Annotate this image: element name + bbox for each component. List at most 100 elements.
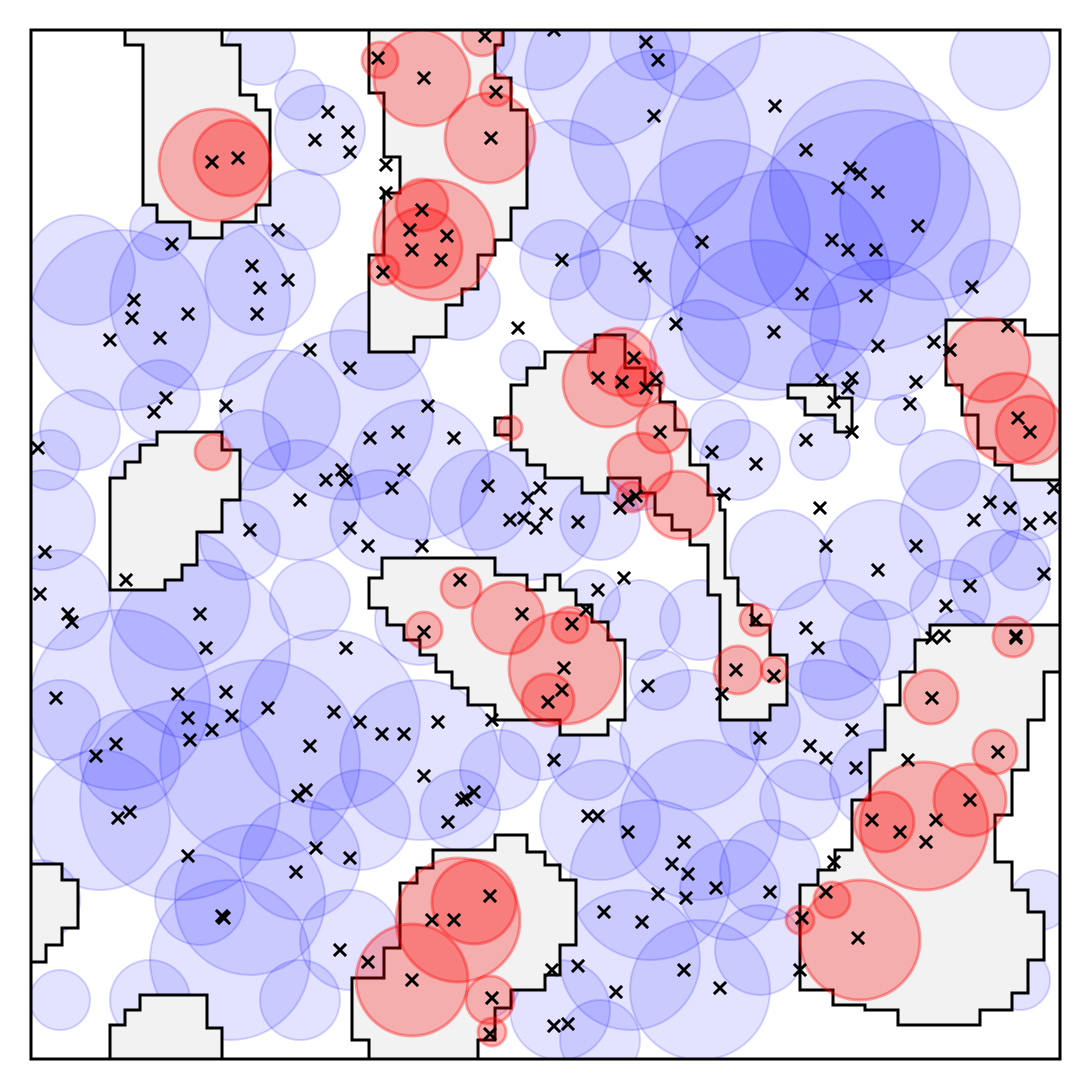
sample-marker [520,490,536,506]
sample-marker [864,812,880,828]
sample-marker [842,160,858,176]
sample-marker [826,854,842,870]
sample-marker [870,184,886,200]
sample-marker [298,782,314,798]
sample-marker [564,616,580,632]
sample-marker [374,726,390,742]
obstacle-circle [759,655,789,685]
sample-marker [664,856,680,872]
sample-marker [614,374,630,390]
obstacle-circle [644,469,716,541]
sample-marker [712,980,728,996]
free-circle [239,629,421,811]
obstacle-circle [470,580,546,656]
sample-marker [966,512,982,528]
sample-marker [318,472,334,488]
free-circle [559,999,641,1059]
sample-marker [516,510,532,526]
sample-marker [818,750,834,766]
free-circle [639,30,761,101]
sample-marker [668,316,684,332]
sample-marker [502,512,518,528]
free-circle [259,169,341,251]
sample-marker [767,98,783,114]
sample-marker [402,222,418,238]
sample-marker [204,154,220,170]
sample-marker [342,520,358,536]
sample-marker [850,930,866,946]
sample-marker [544,962,560,978]
free-circle [949,239,1031,321]
sample-marker [794,286,810,302]
obstacle-region [108,993,224,1059]
free-circle [79,709,181,811]
obstacle-circle [944,316,1032,404]
free-circle [679,839,781,941]
free-circle [459,729,541,811]
sample-marker [554,252,570,268]
sample-marker [540,694,556,710]
sample-marker [514,606,530,622]
sample-marker [64,614,80,630]
obstacle-region [367,30,529,354]
free-circle [669,169,891,391]
free-circle [31,549,111,651]
free-circle [31,214,136,326]
sample-marker [378,185,394,201]
sample-marker [936,628,952,644]
sample-marker [704,444,720,460]
free-circle [629,919,771,1059]
sample-marker [638,380,654,396]
sample-marker [440,814,456,830]
sample-marker [1008,630,1024,646]
sample-marker [280,272,296,288]
obstacle-region [786,383,854,434]
free-circle [949,30,1051,111]
free-circle [31,969,91,1031]
free-circle [789,419,851,481]
sample-marker [626,350,642,366]
sample-marker [334,462,350,478]
sample-marker [146,404,162,420]
sample-marker [676,962,692,978]
obstacle-circle [439,566,483,610]
free-circle [619,739,781,901]
sample-marker [902,396,918,412]
obstacle-region [350,833,578,1059]
sample-marker [484,712,500,728]
sample-marker [1000,318,1016,334]
free-circle [609,30,691,81]
sample-marker [792,962,808,978]
obstacle-region [31,862,80,964]
obstacle-circle [193,432,233,472]
sample-marker [848,760,864,776]
sample-marker [580,808,596,824]
sample-marker [570,958,586,974]
sample-marker [370,50,386,66]
free-circle [899,459,1021,581]
sample-marker [964,279,980,295]
sample-marker [870,562,886,578]
sample-marker [420,398,436,414]
free-circle [154,854,246,946]
sample-marker [628,488,644,504]
obstacle-circle [971,728,1019,776]
sample-marker [802,738,818,754]
sample-marker [326,704,342,720]
free-circle [204,224,316,336]
sample-marker [590,808,606,824]
sample-marker [620,824,636,840]
sample-marker [798,142,814,158]
free-circle [31,429,81,491]
sample-marker [870,338,886,354]
sample-marker [1046,480,1060,496]
free-circle [819,499,941,621]
free-circle [569,49,751,231]
obstacle-circle [430,858,518,946]
sample-marker [810,640,826,656]
sample-marker [218,398,234,414]
sample-marker [637,268,653,284]
sample-marker [249,306,265,322]
sample-marker [252,280,268,296]
obstacle-circle [586,326,658,398]
